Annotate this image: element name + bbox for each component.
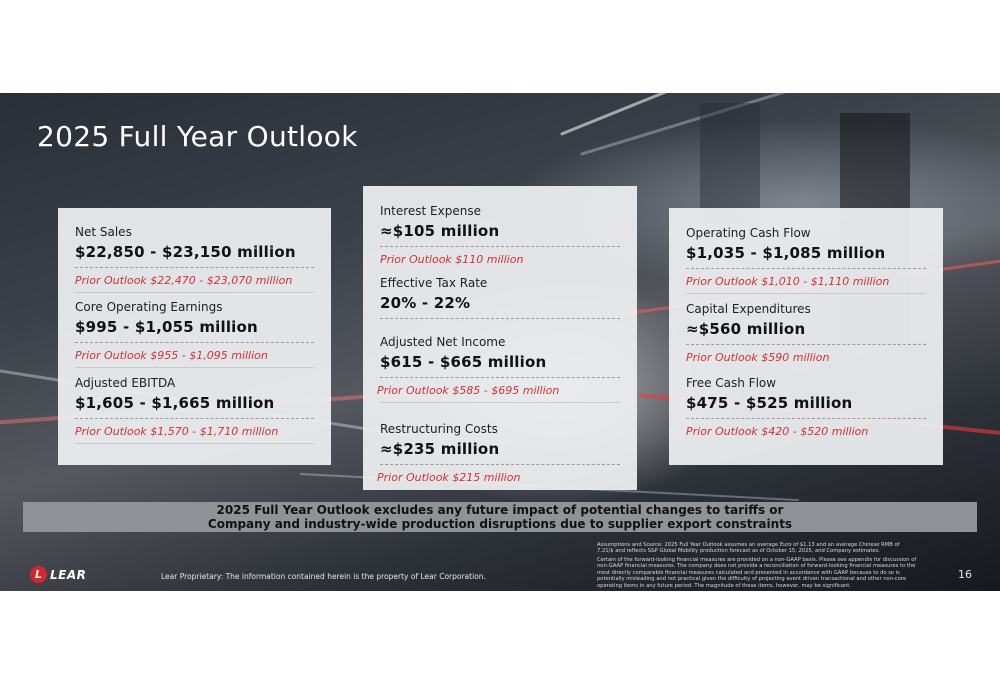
divider	[380, 402, 620, 403]
operating-cash-flow-item: Operating Cash Flow $1,035 - $1,085 mill…	[686, 226, 926, 294]
interest-expense-item: Interest Expense ≈$105 million Prior Out…	[380, 204, 620, 266]
core-operating-earnings-label: Core Operating Earnings	[75, 300, 223, 314]
lear-logo-icon: L	[30, 566, 47, 583]
lear-logo-text: LEAR	[50, 567, 87, 582]
banner-line-2: Company and industry-wide production dis…	[207, 517, 793, 531]
capital-expenditures-value: ≈$560 million	[686, 320, 806, 338]
outlook-card-cash: Operating Cash Flow $1,035 - $1,085 mill…	[669, 208, 943, 465]
operating-cash-flow-value: $1,035 - $1,085 million	[686, 244, 886, 262]
divider	[75, 443, 314, 444]
outlook-card-income: Interest Expense ≈$105 million Prior Out…	[363, 186, 637, 490]
outlook-card-sales: Net Sales $22,850 - $23,150 million Prio…	[58, 208, 331, 465]
page-number: 16	[958, 568, 972, 581]
divider	[686, 293, 926, 294]
page-title: 2025 Full Year Outlook	[37, 120, 358, 153]
core-operating-earnings-item: Core Operating Earnings $995 - $1,055 mi…	[75, 300, 314, 368]
effective-tax-rate-label: Effective Tax Rate	[380, 276, 488, 290]
operating-cash-flow-label: Operating Cash Flow	[686, 226, 811, 240]
divider	[380, 246, 620, 247]
lear-logo: L LEAR	[30, 566, 86, 583]
restructuring-costs-value: ≈$235 million	[380, 440, 500, 458]
net-sales-label: Net Sales	[75, 225, 132, 239]
divider	[380, 318, 620, 319]
adjusted-net-income-value: $615 - $665 million	[380, 353, 547, 371]
assumptions-note: Assumptions and Source: 2025 Full Year O…	[597, 542, 900, 555]
capital-expenditures-item: Capital Expenditures ≈$560 million Prior…	[686, 302, 926, 364]
capital-expenditures-prior: Prior Outlook $590 million	[686, 351, 830, 364]
free-cash-flow-prior: Prior Outlook $420 - $520 million	[686, 425, 869, 438]
net-sales-value: $22,850 - $23,150 million	[75, 243, 296, 261]
non-gaap-note: Certain of the forward-looking financial…	[597, 557, 917, 589]
adjusted-net-income-label: Adjusted Net Income	[380, 335, 506, 349]
interest-expense-prior: Prior Outlook $110 million	[380, 253, 524, 266]
capital-expenditures-label: Capital Expenditures	[686, 302, 811, 316]
core-operating-earnings-prior: Prior Outlook $955 - $1,095 million	[75, 349, 268, 362]
outlook-disclaimer-banner: 2025 Full Year Outlook excludes any futu…	[23, 502, 977, 532]
divider	[380, 464, 620, 465]
divider	[686, 418, 926, 419]
interest-expense-label: Interest Expense	[380, 204, 481, 218]
proprietary-notice: Lear Proprietary: The information contai…	[161, 572, 486, 581]
restructuring-costs-label: Restructuring Costs	[380, 422, 498, 436]
interest-expense-value: ≈$105 million	[380, 222, 500, 240]
effective-tax-rate-item: Effective Tax Rate 20% - 22%	[380, 276, 620, 319]
divider	[75, 418, 314, 419]
free-cash-flow-item: Free Cash Flow $475 - $525 million Prior…	[686, 376, 926, 438]
free-cash-flow-value: $475 - $525 million	[686, 394, 853, 412]
restructuring-costs-prior: Prior Outlook $215 million	[377, 471, 521, 484]
divider	[75, 292, 314, 293]
core-operating-earnings-value: $995 - $1,055 million	[75, 318, 258, 336]
adjusted-ebitda-prior: Prior Outlook $1,570 - $1,710 million	[75, 425, 279, 438]
effective-tax-rate-value: 20% - 22%	[380, 294, 471, 312]
adjusted-net-income-prior: Prior Outlook $585 - $695 million	[377, 384, 560, 397]
restructuring-costs-item: Restructuring Costs ≈$235 million Prior …	[377, 422, 620, 484]
divider	[686, 268, 926, 269]
free-cash-flow-label: Free Cash Flow	[686, 376, 777, 390]
net-sales-prior: Prior Outlook $22,470 - $23,070 million	[75, 274, 293, 287]
adjusted-net-income-item: Adjusted Net Income $615 - $665 million …	[377, 335, 620, 403]
divider	[380, 377, 620, 378]
net-sales-item: Net Sales $22,850 - $23,150 million Prio…	[75, 225, 314, 293]
divider	[75, 342, 314, 343]
adjusted-ebitda-label: Adjusted EBITDA	[75, 376, 176, 390]
adjusted-ebitda-value: $1,605 - $1,665 million	[75, 394, 275, 412]
divider	[75, 267, 314, 268]
divider	[75, 367, 314, 368]
banner-line-1: 2025 Full Year Outlook excludes any futu…	[216, 503, 784, 517]
adjusted-ebitda-item: Adjusted EBITDA $1,605 - $1,665 million …	[75, 376, 314, 444]
operating-cash-flow-prior: Prior Outlook $1,010 - $1,110 million	[686, 275, 890, 288]
divider	[686, 344, 926, 345]
